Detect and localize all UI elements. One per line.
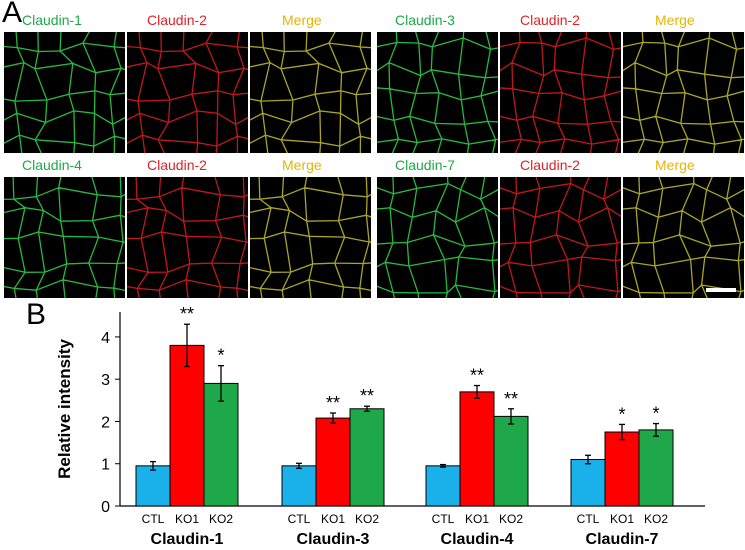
micrograph-tile: [377, 177, 498, 298]
category-tick-label: CTL: [142, 512, 165, 526]
category-tick-label: KO2: [209, 512, 233, 526]
panel-a-letter: A: [2, 0, 23, 29]
micrograph-tile: [250, 32, 371, 153]
micrograph-label: Claudin-2: [520, 157, 580, 173]
category-tick-label: KO2: [499, 512, 523, 526]
micrograph-label: Merge: [282, 12, 322, 28]
bar-claudin-7-ko2: [638, 429, 674, 507]
micrograph-tile: [377, 32, 498, 153]
significance-marker: **: [360, 386, 374, 406]
bar-claudin-1-ko2: [203, 382, 239, 507]
micrograph-label: Merge: [282, 157, 322, 173]
bar-claudin-1-ko1: [169, 344, 205, 507]
scale-bar: [706, 288, 736, 292]
bar-claudin-4-ko1: [459, 391, 495, 507]
y-tick-label: 1: [101, 457, 110, 474]
micrograph-tile: [127, 32, 248, 153]
bar-claudin-7-ctl: [570, 459, 606, 507]
group-label: Claudin-4: [441, 531, 514, 548]
category-tick-label: KO2: [355, 512, 379, 526]
micrograph-label: Claudin-7: [395, 157, 455, 173]
micrograph-label: Claudin-2: [520, 12, 580, 28]
y-axis-label: Relative intensity: [55, 339, 74, 479]
category-tick-label: KO1: [175, 512, 199, 526]
y-tick-label: 3: [101, 372, 110, 389]
bar-claudin-4-ko2: [493, 415, 529, 507]
significance-marker: **: [180, 304, 194, 324]
group-label: Claudin-3: [297, 531, 370, 548]
bar-claudin-3-ctl: [281, 465, 317, 507]
micrograph-tile: [623, 177, 744, 298]
micrograph-label: Merge: [655, 12, 695, 28]
group-label: Claudin-1: [151, 531, 224, 548]
category-tick-label: KO2: [644, 512, 668, 526]
micrograph-label: Claudin-3: [395, 12, 455, 28]
micrograph-label: Merge: [655, 157, 695, 173]
micrograph-tile: [250, 177, 371, 298]
bar-claudin-3-ko2: [349, 408, 385, 507]
micrograph-tile: [623, 32, 744, 153]
category-tick-label: KO1: [610, 512, 634, 526]
micrograph-tile: [500, 32, 621, 153]
category-tick-label: KO1: [465, 512, 489, 526]
micrograph-tile: [500, 177, 621, 298]
y-tick-label: 0: [101, 499, 110, 516]
significance-marker: **: [326, 393, 340, 413]
panel-b-letter: B: [26, 298, 47, 331]
bar-claudin-1-ctl: [135, 465, 171, 507]
micrograph-label: Claudin-4: [22, 157, 82, 173]
significance-marker: **: [470, 366, 484, 386]
significance-marker: *: [652, 404, 659, 424]
bar-claudin-4-ctl: [425, 465, 461, 507]
significance-marker: **: [504, 389, 518, 409]
significance-marker: *: [618, 404, 625, 424]
category-tick-label: CTL: [432, 512, 455, 526]
micrograph-label: Claudin-2: [147, 157, 207, 173]
group-label: Claudin-7: [586, 531, 659, 548]
category-tick-label: CTL: [577, 512, 600, 526]
y-tick-label: 2: [101, 414, 110, 431]
micrograph-label: Claudin-1: [22, 12, 82, 28]
micrograph-tile: [4, 177, 125, 298]
y-tick-label: 4: [101, 330, 110, 347]
micrograph-tile: [127, 177, 248, 298]
significance-marker: *: [217, 346, 224, 366]
bar-claudin-3-ko1: [315, 417, 351, 507]
micrograph-tile: [4, 32, 125, 153]
category-tick-label: CTL: [288, 512, 311, 526]
micrograph-label: Claudin-2: [147, 12, 207, 28]
category-tick-label: KO1: [321, 512, 345, 526]
bar-claudin-7-ko1: [604, 431, 640, 507]
